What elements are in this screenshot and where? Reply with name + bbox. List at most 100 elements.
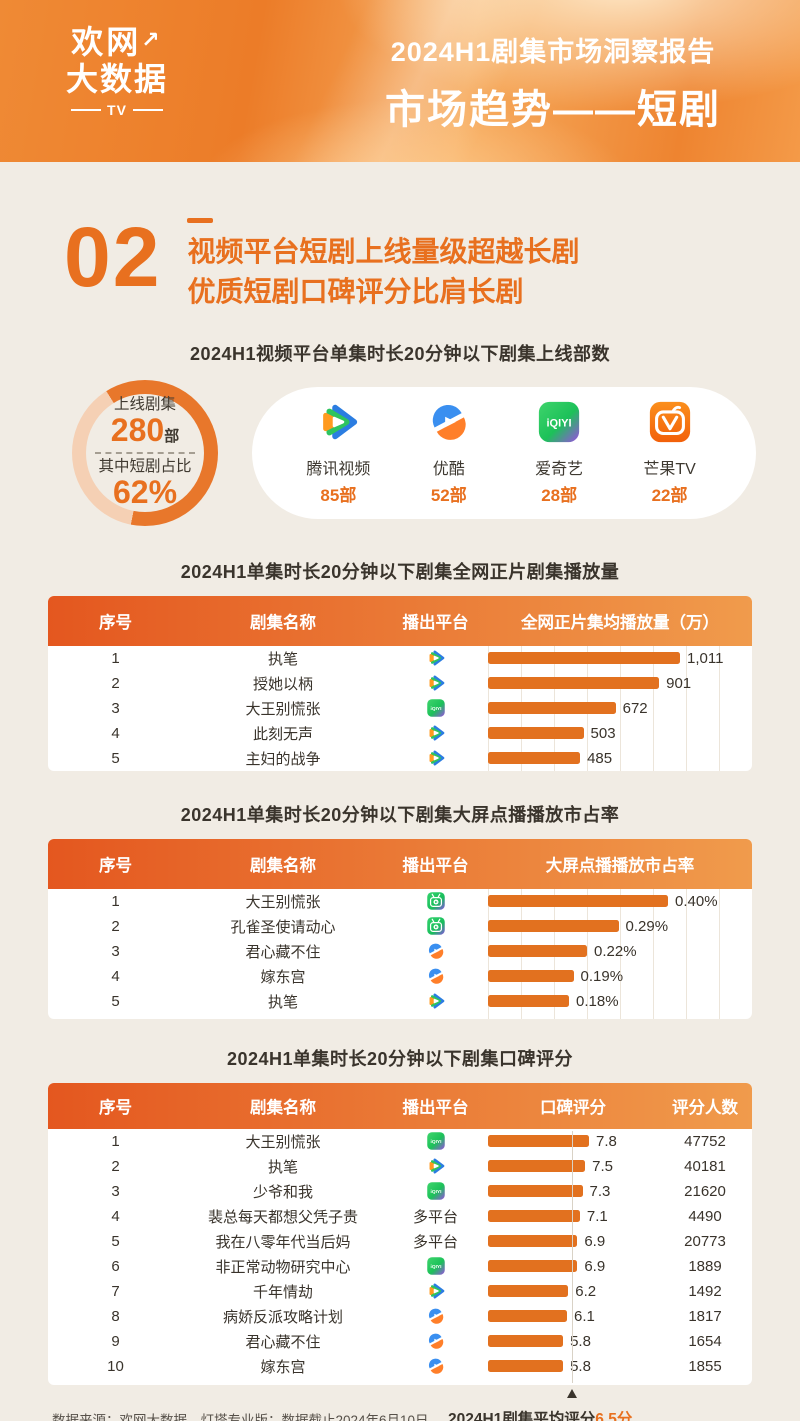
rank-cell: 1	[111, 892, 120, 910]
value-label: 1,011	[687, 649, 724, 667]
rating-count-cell: 40181	[684, 1157, 726, 1175]
platform-cell	[383, 1256, 488, 1276]
platform-count: 52部	[430, 486, 467, 505]
rank-cell: 8	[111, 1307, 120, 1325]
platform-cell	[383, 673, 488, 693]
youku-icon	[426, 1356, 446, 1376]
bar-cell: 6.2	[488, 1283, 658, 1300]
bar-cell: 6.9	[488, 1233, 658, 1250]
platform-count: 85部	[320, 486, 357, 505]
col-header-title: 剧集名称	[250, 856, 316, 875]
platform-cell	[383, 1156, 488, 1176]
youku-icon	[426, 1306, 446, 1326]
platform-cell	[383, 941, 488, 961]
table-row: 3 少爷和我 7.3 21620	[48, 1179, 752, 1204]
platform-cell	[383, 966, 488, 986]
score-bar	[488, 1210, 580, 1222]
bar-cell: 6.9	[488, 1258, 658, 1275]
average-score-marker	[567, 1388, 578, 1398]
rank-cell: 3	[111, 1182, 120, 1200]
rank-cell: 4	[111, 724, 120, 742]
table-title-rating: 2024H1单集时长20分钟以下剧集口碑评分	[226, 1048, 574, 1069]
bar-cell: 6.1	[488, 1308, 658, 1325]
platform-cell	[383, 991, 488, 1011]
score-label: 7.5	[592, 1157, 613, 1175]
table-row: 5 我在八零年代当后妈 多平台 6.9 20773	[48, 1229, 752, 1254]
report-title: 2024H1剧集市场洞察报告	[390, 37, 716, 67]
bar-cell: 5.8	[488, 1358, 658, 1375]
col-header-title: 剧集名称	[250, 613, 316, 632]
table-row: 5 执笔 0.18%	[48, 989, 752, 1014]
table-header-row: 序号 剧集名称 播出平台 大屏点播播放市占率	[48, 838, 752, 889]
donut-total: 280	[110, 412, 165, 449]
logo-line1: 欢网↗	[71, 24, 163, 60]
col-header-title: 剧集名称	[250, 1098, 316, 1117]
rating-count-cell: 47752	[684, 1132, 726, 1150]
platform-cell	[383, 698, 488, 718]
col-header-rank: 序号	[99, 1098, 132, 1117]
chart-title-launch-count: 2024H1视频平台单集时长20分钟以下剧集上线部数	[189, 343, 611, 364]
bar-cell: 1,011	[488, 650, 752, 667]
score-bar	[488, 1135, 589, 1147]
tencent-video-icon	[426, 1281, 446, 1301]
table-row: 9 君心藏不住 5.8 1654	[48, 1329, 752, 1354]
rating-count-cell: 20773	[684, 1232, 726, 1250]
drama-title-cell: 大王别慌张	[245, 893, 321, 911]
value-label: 0.40%	[675, 892, 718, 910]
average-score-label: 2024H1剧集平均评分	[448, 1410, 596, 1421]
drama-title-cell: 君心藏不住	[245, 1333, 321, 1351]
tencent-video-icon	[426, 991, 446, 1011]
bar-cell: 7.1	[488, 1208, 658, 1225]
drama-title-cell: 嫁东宫	[260, 1358, 306, 1376]
col-header-metric: 全网正片集均播放量（万）	[521, 613, 719, 632]
score-bar	[488, 1260, 578, 1272]
platform-cell	[383, 1131, 488, 1151]
platform-cell	[383, 891, 488, 911]
drama-title-cell: 此刻无声	[252, 725, 313, 743]
drama-title-cell: 大王别慌张	[245, 1133, 321, 1151]
logo-rule-right	[132, 108, 163, 111]
bar-cell: 7.8	[488, 1133, 658, 1150]
section-titles: 视频平台短剧上线量级超越长剧 优质短剧口碑评分比肩长剧	[187, 218, 579, 312]
col-header-rank: 序号	[99, 613, 132, 632]
bar-cell: 0.40%	[488, 893, 752, 910]
drama-title-cell: 大王别慌张	[245, 700, 321, 718]
value-bar	[488, 727, 584, 739]
section-title-line1: 视频平台短剧上线量级超越长剧	[187, 236, 580, 267]
table-row: 8 病娇反派攻略计划 6.1 1817	[48, 1304, 752, 1329]
table-header-row: 序号 剧集名称 播出平台 全网正片集均播放量（万）	[48, 595, 752, 646]
rating-count-cell: 1855	[688, 1357, 722, 1375]
score-bar	[488, 1235, 578, 1247]
youku-icon	[426, 966, 446, 986]
bar-cell: 5.8	[488, 1333, 658, 1350]
col-header-score: 口碑评分	[540, 1098, 606, 1117]
rating-count-cell: 21620	[684, 1182, 726, 1200]
iqiyi-icon	[426, 698, 446, 718]
drama-title-cell: 执笔	[267, 993, 298, 1011]
bar-cell: 672	[488, 700, 752, 717]
col-header-platform: 播出平台	[402, 613, 469, 632]
iqiyi-icon	[426, 1256, 446, 1276]
rank-cell: 2	[111, 1157, 120, 1175]
donut-total-unit: 部	[164, 428, 180, 446]
platform-name: 优酷	[432, 461, 465, 478]
rating-table: 序号 剧集名称 播出平台 口碑评分 评分人数 1 大王别慌张 7.8 47752…	[48, 1082, 752, 1398]
table-row: 1 执笔 1,011	[48, 646, 752, 671]
score-label: 5.8	[570, 1332, 591, 1350]
value-label: 0.29%	[625, 917, 669, 935]
logo-tv-label: TV	[107, 101, 127, 118]
page-header: 欢网↗ 大数据 TV 2024H1剧集市场洞察报告 市场趋势——短剧	[0, 0, 800, 162]
value-label: 901	[666, 674, 692, 692]
bar-cell: 485	[488, 750, 752, 767]
drama-title-cell: 执笔	[267, 650, 298, 668]
section-head: 02 视频平台短剧上线量级超越长剧 优质短剧口碑评分比肩长剧	[64, 215, 800, 312]
youku-icon	[426, 399, 472, 445]
table-row: 4 嫁东宫 0.19%	[48, 964, 752, 989]
bigscreen-table: 序号 剧集名称 播出平台 大屏点播播放市占率 1 大王别慌张 0.40% 2 孔…	[48, 838, 752, 1019]
score-label: 7.8	[596, 1132, 617, 1150]
drama-title-cell: 裴总每天都想父凭子贵	[207, 1208, 358, 1226]
col-header-count: 评分人数	[672, 1098, 738, 1117]
data-source-note: 数据来源：欢网大数据，灯塔专业版；数据截止2024年6月10日	[52, 1412, 429, 1421]
average-score-value: 6.5分	[595, 1410, 633, 1421]
table-title-playback: 2024H1单集时长20分钟以下剧集全网正片剧集播放量	[180, 561, 620, 582]
